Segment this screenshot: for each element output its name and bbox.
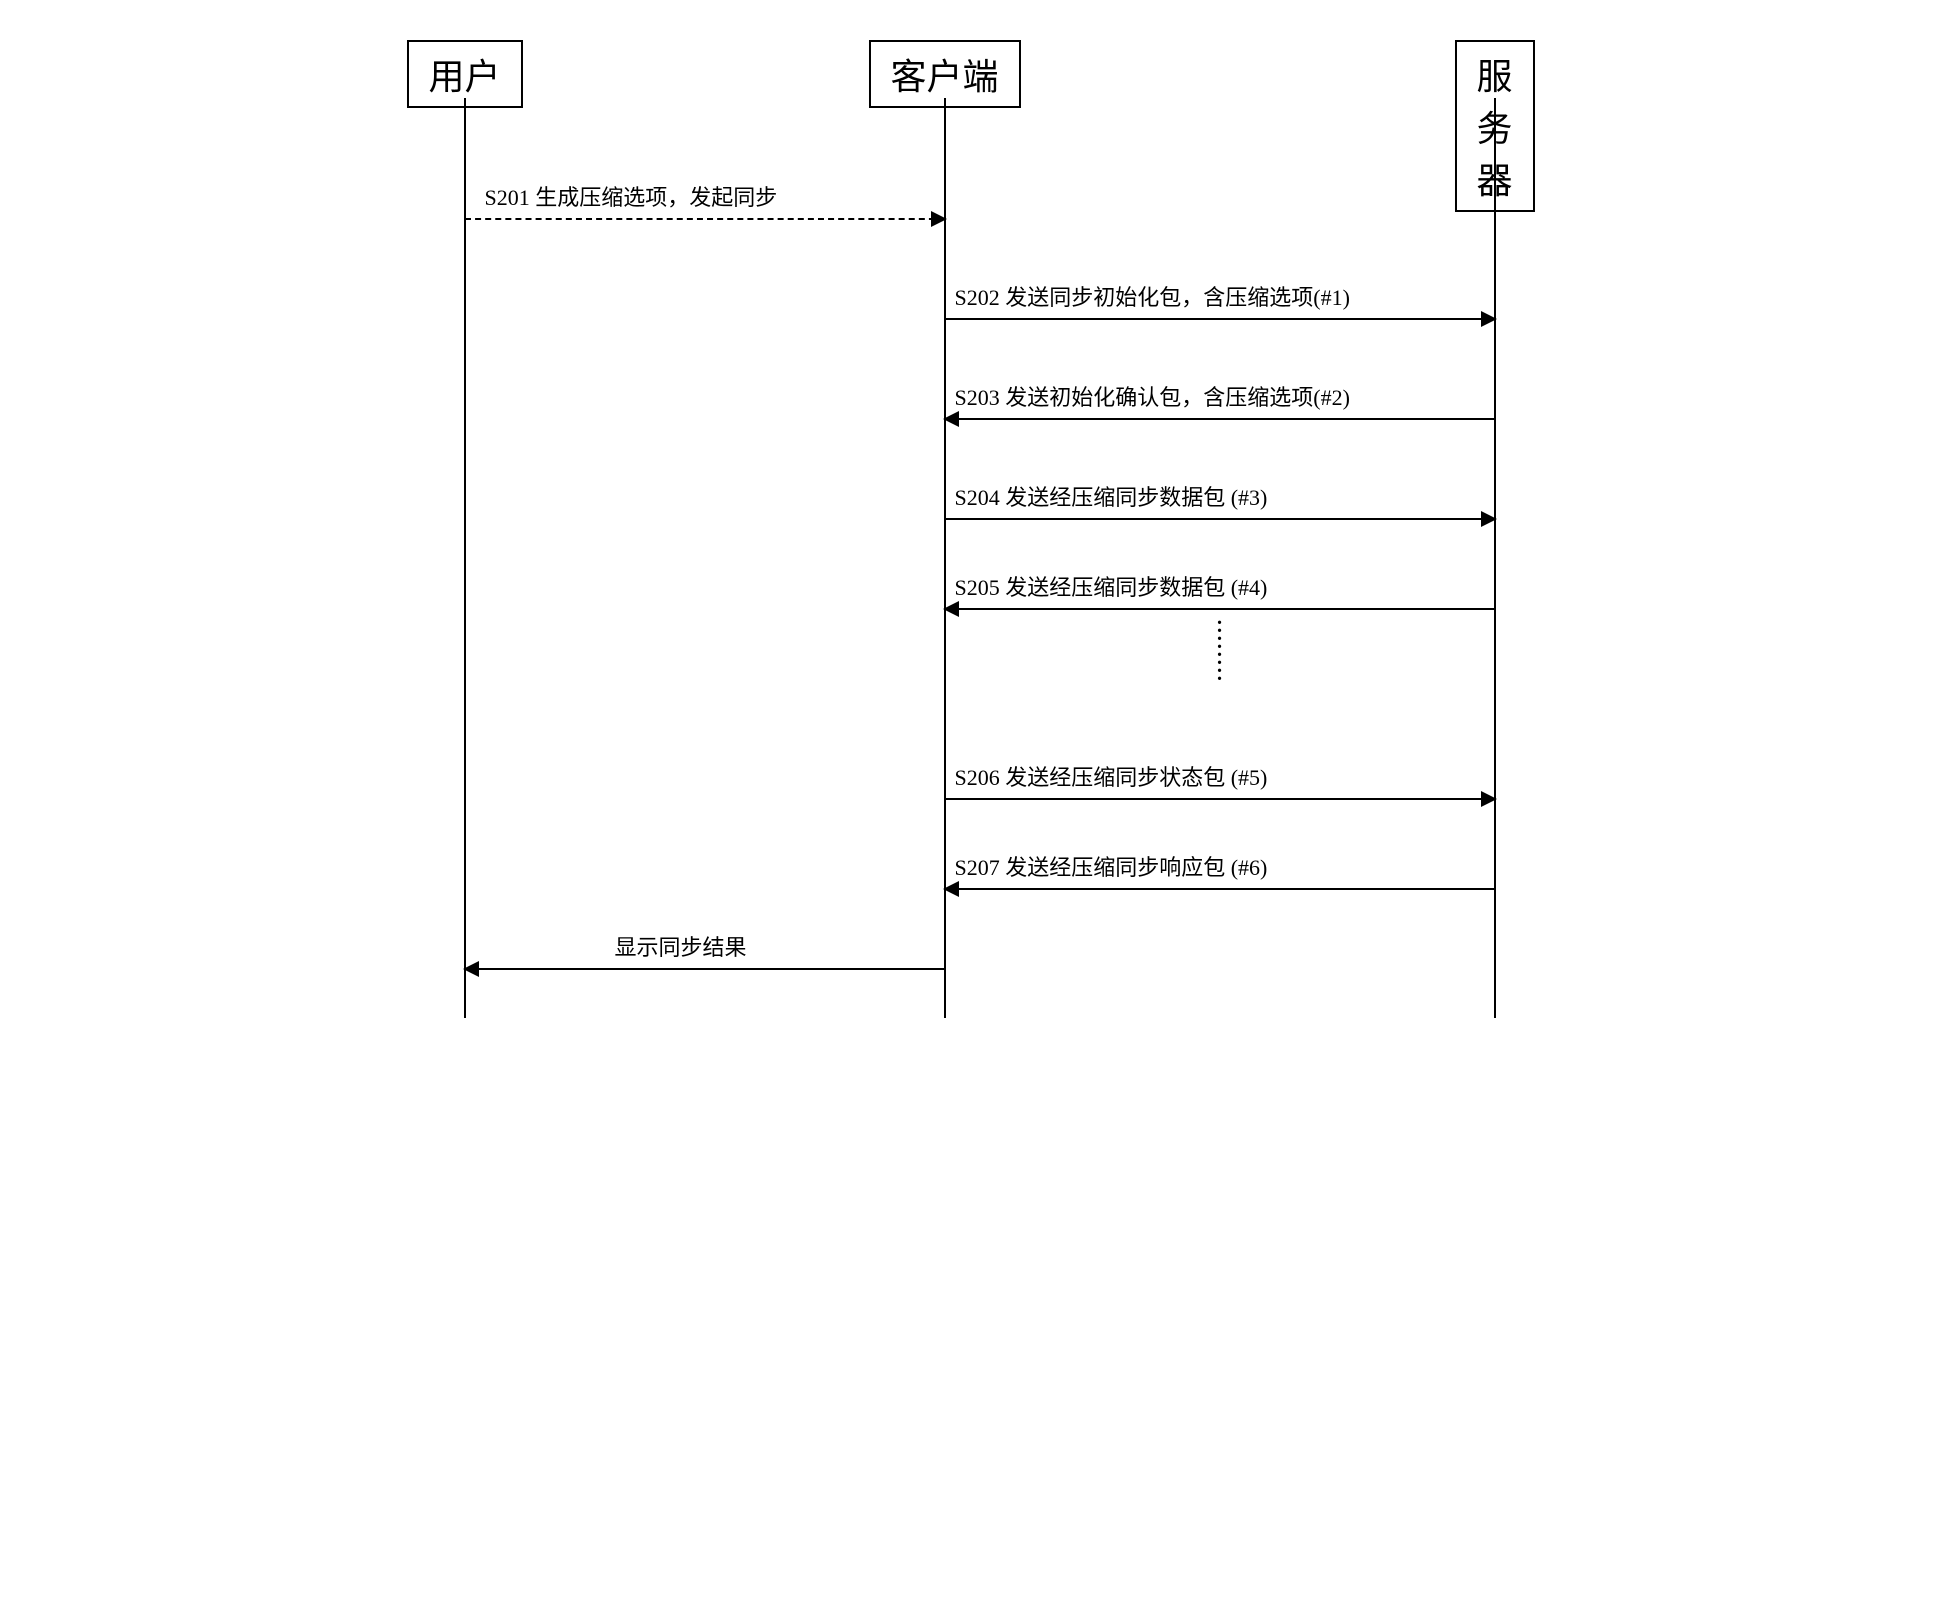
arrow-head-icon [1481,311,1497,327]
participant-label: 用户 [428,57,500,97]
arrow-head-icon [463,961,479,977]
msg-s202: S202 发送同步初始化包，含压缩选项(#1) [945,290,1495,330]
ellipsis-icon: ········ [1215,620,1224,684]
msg-label: 显示同步结果 [615,930,747,962]
arrow-line [465,968,945,970]
arrow-line [945,798,1495,800]
msg-label: S204 发送经压缩同步数据包 (#3) [955,480,1268,512]
msg-s204: S204 发送经压缩同步数据包 (#3) [945,490,1495,530]
msg-label: S207 发送经压缩同步响应包 (#6) [955,850,1268,882]
arrow-line [945,318,1495,320]
msg-label: S206 发送经压缩同步状态包 (#5) [955,760,1268,792]
msg-s201: S201 生成压缩选项，发起同步 [465,190,945,230]
msg-s206: S206 发送经压缩同步状态包 (#5) [945,770,1495,810]
msg-display-result: 显示同步结果 [465,940,945,980]
arrow-head-icon [943,881,959,897]
lifeline-user [464,98,466,1018]
msg-s203: S203 发送初始化确认包，含压缩选项(#2) [945,390,1495,430]
arrow-line [465,218,945,220]
arrow-head-icon [943,411,959,427]
participant-label: 客户端 [890,57,998,97]
arrow-line [945,418,1495,420]
msg-s207: S207 发送经压缩同步响应包 (#6) [945,860,1495,900]
arrow-line [945,518,1495,520]
msg-label: S203 发送初始化确认包，含压缩选项(#2) [955,380,1350,412]
msg-label: S202 发送同步初始化包，含压缩选项(#1) [955,280,1350,312]
arrow-head-icon [1481,791,1497,807]
sequence-diagram: 用户 客户端 服务器 S201 生成压缩选项，发起同步 S202 发送同步初始化… [375,40,1575,1040]
msg-label: S205 发送经压缩同步数据包 (#4) [955,570,1268,602]
arrow-line [945,888,1495,890]
arrow-head-icon [931,211,947,227]
arrow-head-icon [1481,511,1497,527]
msg-label: S201 生成压缩选项，发起同步 [485,180,778,212]
arrow-head-icon [943,601,959,617]
